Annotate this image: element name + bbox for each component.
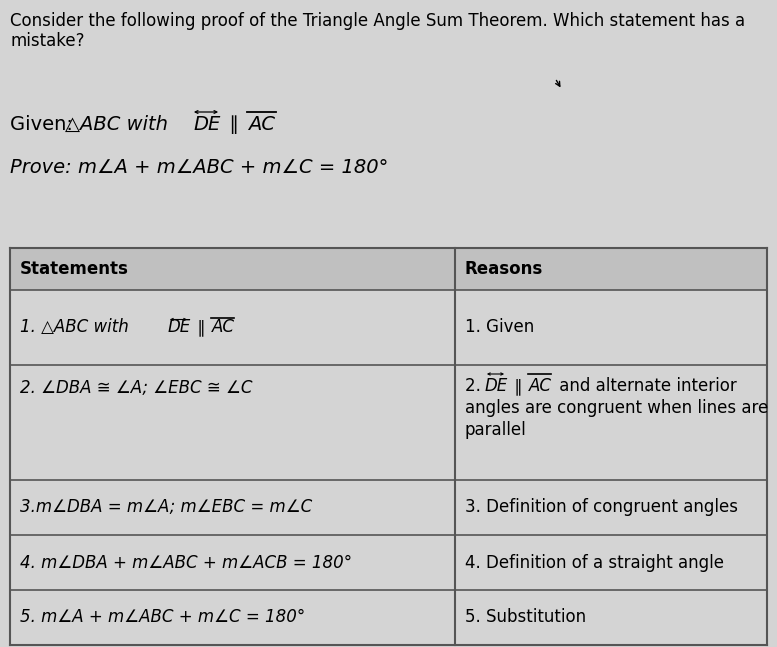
Text: AC: AC — [248, 115, 275, 134]
Text: mistake?: mistake? — [10, 32, 85, 50]
Text: Reasons: Reasons — [465, 260, 543, 278]
Text: parallel: parallel — [465, 421, 527, 439]
Text: 3.m∠DBA = m∠A; m∠EBC = m∠C: 3.m∠DBA = m∠A; m∠EBC = m∠C — [20, 498, 312, 516]
Text: DE: DE — [193, 115, 221, 134]
Text: AC: AC — [212, 318, 235, 336]
Text: AC: AC — [529, 377, 552, 395]
Text: 3. Definition of congruent angles: 3. Definition of congruent angles — [465, 498, 738, 516]
Text: angles are congruent when lines are: angles are congruent when lines are — [465, 399, 768, 417]
Text: 5. Substitution: 5. Substitution — [465, 608, 586, 626]
Text: ∥: ∥ — [223, 115, 246, 134]
Bar — [10, 248, 767, 290]
Text: 5. m∠A + m∠ABC + m∠C = 180°: 5. m∠A + m∠ABC + m∠C = 180° — [20, 608, 305, 626]
Text: △ABC with: △ABC with — [65, 115, 174, 134]
Text: and alternate interior: and alternate interior — [554, 377, 737, 395]
Text: Given:: Given: — [10, 115, 79, 134]
Text: 2.: 2. — [465, 377, 486, 395]
Text: 2. ∠DBA ≅ ∠A; ∠EBC ≅ ∠C: 2. ∠DBA ≅ ∠A; ∠EBC ≅ ∠C — [20, 379, 253, 397]
Text: 4. m∠DBA + m∠ABC + m∠ACB = 180°: 4. m∠DBA + m∠ABC + m∠ACB = 180° — [20, 553, 352, 571]
Text: Prove: m∠A + m∠ABC + m∠C = 180°: Prove: m∠A + m∠ABC + m∠C = 180° — [10, 158, 388, 177]
Text: DE: DE — [168, 318, 191, 336]
Text: ∥: ∥ — [509, 377, 528, 395]
Text: 4. Definition of a straight angle: 4. Definition of a straight angle — [465, 553, 724, 571]
Text: DE: DE — [485, 377, 508, 395]
Text: ∥: ∥ — [192, 318, 211, 336]
Text: Statements: Statements — [20, 260, 129, 278]
Text: 1. △ABC with: 1. △ABC with — [20, 318, 134, 336]
Text: Consider the following proof of the Triangle Angle Sum Theorem. Which statement : Consider the following proof of the Tria… — [10, 12, 745, 30]
Text: 1. Given: 1. Given — [465, 318, 535, 336]
